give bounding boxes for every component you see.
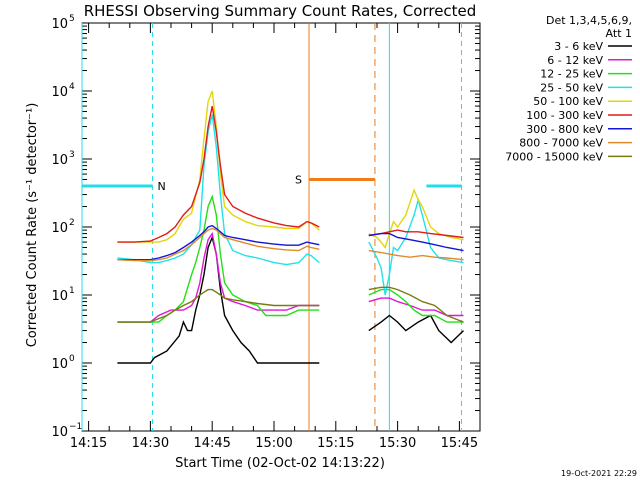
plot-frame bbox=[81, 22, 481, 432]
legend-entry-label: 12 - 25 keV bbox=[540, 68, 603, 81]
legend-entry-label: 100 - 300 keV bbox=[526, 109, 603, 122]
y-tick-label: 10 bbox=[51, 85, 68, 100]
x-tick-label: 15:15 bbox=[317, 436, 354, 451]
y-tick-label-exponent: 0 bbox=[69, 354, 75, 364]
chart-title: RHESSI Observing Summary Count Rates, Co… bbox=[84, 2, 477, 20]
y-tick-label-exponent: 2 bbox=[69, 218, 75, 228]
series-line bbox=[117, 231, 464, 323]
y-tick-label: 10 bbox=[51, 289, 68, 304]
night-label: N bbox=[157, 180, 165, 193]
y-tick-label-exponent: 1 bbox=[69, 286, 75, 296]
x-tick-label: 15:45 bbox=[441, 436, 478, 451]
legend-header: Att 1 bbox=[606, 27, 632, 40]
legend-entry-label: 25 - 50 keV bbox=[540, 81, 603, 94]
y-tick-label: 10 bbox=[51, 425, 68, 440]
x-tick-label: 14:30 bbox=[132, 436, 169, 451]
series-line bbox=[117, 224, 464, 261]
legend-entry-label: 7000 - 15000 keV bbox=[505, 150, 603, 163]
x-tick-label: 15:30 bbox=[379, 436, 416, 451]
x-axis-label: Start Time (02-Oct-02 14:13:22) bbox=[175, 456, 385, 471]
series-line bbox=[117, 114, 464, 296]
y-tick-label-exponent: 5 bbox=[69, 14, 75, 24]
y-tick-label: 10 bbox=[51, 357, 68, 372]
saa-label: S bbox=[295, 173, 302, 186]
y-tick-label: 10 bbox=[51, 153, 68, 168]
legend-entry-label: 800 - 7000 keV bbox=[519, 137, 603, 150]
y-tick-label-exponent: 4 bbox=[69, 82, 75, 92]
timestamp: 19-Oct-2021 22:29 bbox=[561, 469, 637, 478]
x-tick-label: 14:15 bbox=[70, 436, 107, 451]
series-line bbox=[117, 286, 464, 323]
y-tick-label-exponent: −1 bbox=[69, 422, 82, 432]
series-line bbox=[117, 227, 464, 262]
y-axis-label: Corrected Count Rate (s⁻¹ detector⁻¹) bbox=[25, 103, 40, 348]
series-line bbox=[117, 235, 464, 364]
legend-entry-label: 6 - 12 keV bbox=[547, 54, 603, 67]
y-tick-label: 10 bbox=[51, 17, 68, 32]
x-tick-label: 15:00 bbox=[255, 436, 292, 451]
legend-entry-label: 3 - 6 keV bbox=[554, 40, 603, 53]
legend-entry-label: 50 - 100 keV bbox=[533, 95, 603, 108]
y-tick-label-exponent: 3 bbox=[69, 150, 75, 160]
legend-header: Det 1,3,4,5,6,9, bbox=[546, 14, 632, 27]
legend-entry-label: 300 - 800 keV bbox=[526, 123, 603, 136]
y-tick-label: 10 bbox=[51, 221, 68, 236]
series-line bbox=[117, 90, 464, 250]
x-tick-label: 14:45 bbox=[193, 436, 230, 451]
